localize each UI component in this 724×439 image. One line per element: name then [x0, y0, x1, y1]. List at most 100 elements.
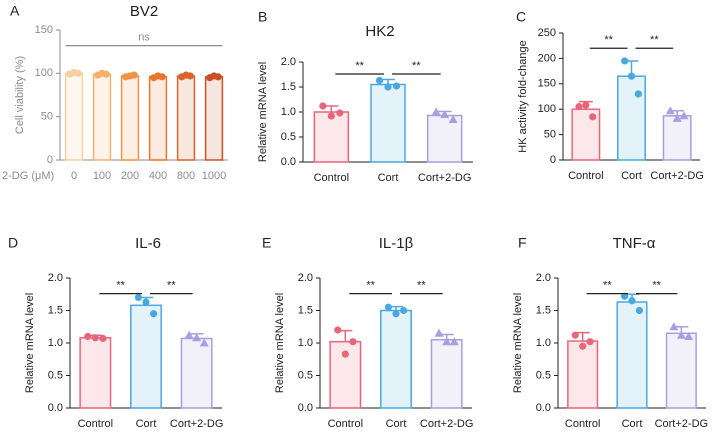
data-point [586, 338, 594, 346]
significance-label: ** [604, 34, 613, 46]
x-tick-label: Cort [378, 172, 399, 184]
y-tick-label: 250 [538, 27, 556, 39]
data-point [384, 83, 392, 91]
bar [79, 337, 112, 409]
significance-label: ** [116, 280, 125, 292]
data-point [74, 69, 82, 77]
y-tick-label: 1.0 [536, 337, 551, 349]
x-tick-label: 0 [71, 170, 77, 182]
y-tick-label: 0.0 [298, 402, 313, 414]
y-axis-label: Cell viability (%) [14, 56, 26, 134]
y-tick-label: 1.0 [48, 337, 63, 349]
x-tick-label: Control [328, 418, 363, 430]
panel-label: F [518, 235, 527, 251]
x-tick-label: Cort [621, 170, 642, 182]
x-tick-label: Control [568, 170, 603, 182]
chart-title: BV2 [130, 3, 158, 20]
panel-label: E [262, 235, 271, 251]
panel-label: C [516, 9, 526, 25]
significance-label: ** [167, 280, 176, 292]
data-point [150, 310, 158, 318]
data-point [672, 113, 682, 122]
x-tick-label: Cort+2-DG [418, 172, 472, 184]
bar [313, 111, 350, 163]
bar [120, 75, 140, 161]
bar [567, 340, 599, 409]
data-point [84, 332, 92, 341]
bar [64, 72, 84, 161]
data-point [669, 322, 679, 331]
y-tick-label: 0.0 [281, 156, 296, 168]
bar [616, 301, 648, 409]
data-point [134, 293, 142, 302]
data-point [102, 70, 110, 78]
panel-label: B [258, 9, 267, 25]
y-axis-label: Relative mRNA level [24, 293, 36, 393]
y-tick-label: 50 [544, 129, 556, 141]
data-point [375, 76, 384, 85]
data-point [579, 342, 587, 350]
data-point [192, 333, 202, 342]
y-tick-label: 2.0 [281, 56, 296, 68]
y-tick-label: 1.5 [536, 304, 551, 316]
error-bar [575, 331, 590, 342]
data-point [635, 306, 644, 315]
chart-title: IL-6 [135, 235, 161, 252]
data-point [628, 297, 636, 305]
y-tick-label: 200 [538, 52, 556, 64]
data-point [184, 330, 194, 339]
x-axis-label: 2-DG (μM) [2, 170, 54, 182]
y-axis-label: Relative mRNA level [274, 293, 286, 393]
x-tick-label: 800 [177, 170, 195, 182]
chart-title: HK2 [365, 23, 394, 40]
data-point [431, 107, 441, 116]
bar [380, 309, 412, 409]
panel: C HK activity fold-change 0 50 100 150 200 250 C… [516, 9, 704, 182]
bar [430, 339, 463, 409]
data-point [621, 292, 629, 300]
y-tick-label: 0 [550, 154, 556, 166]
y-tick-label: 150 [35, 24, 53, 36]
chart-title: IL-1β [379, 235, 414, 252]
data-point [634, 90, 642, 98]
y-tick-label: 0.5 [48, 369, 63, 381]
y-tick-label: 2.0 [48, 272, 63, 284]
bar [176, 75, 196, 161]
data-point [400, 306, 408, 315]
significance-label: ** [366, 280, 375, 292]
y-axis-label: HK activity fold-change [517, 40, 529, 153]
data-point [582, 101, 590, 109]
panel: B HK2 Relative mRNA level 0.0 0.5 1.0 1.5 2.0 Co… [257, 9, 473, 184]
data-point [336, 109, 344, 117]
bar [180, 337, 213, 409]
y-tick-label: 2.0 [298, 272, 313, 284]
data-point [142, 298, 150, 306]
data-point [214, 73, 222, 81]
x-tick-label: Control [314, 172, 349, 184]
significance-label: ** [650, 34, 659, 46]
y-axis-label: Relative mRNA level [512, 293, 524, 393]
data-point [334, 326, 342, 334]
y-tick-label: 0.5 [281, 131, 296, 143]
x-tick-label: Cort [136, 418, 157, 430]
data-point [392, 310, 400, 318]
y-tick-label: 1.5 [281, 81, 296, 93]
chart-title: TNF-α [613, 235, 656, 252]
data-point [676, 330, 686, 339]
x-tick-label: 1000 [202, 170, 226, 182]
error-bar [324, 105, 339, 112]
y-tick-label: 2.0 [536, 272, 551, 284]
y-tick-label: 1.5 [298, 304, 313, 316]
significance-label: ** [355, 60, 364, 72]
data-point [440, 110, 450, 118]
data-point [91, 334, 99, 342]
panel: A BV2 Cell viability (%) 0 50 100 150 2-DG (μM)… [2, 3, 228, 182]
data-point [392, 82, 401, 90]
data-point [434, 328, 444, 337]
data-point [341, 350, 349, 358]
significance-label: ** [652, 280, 661, 292]
x-tick-label: Cort+2-DG [650, 170, 704, 182]
data-point [684, 332, 694, 340]
x-tick-label: Cort+2-DG [420, 418, 474, 430]
